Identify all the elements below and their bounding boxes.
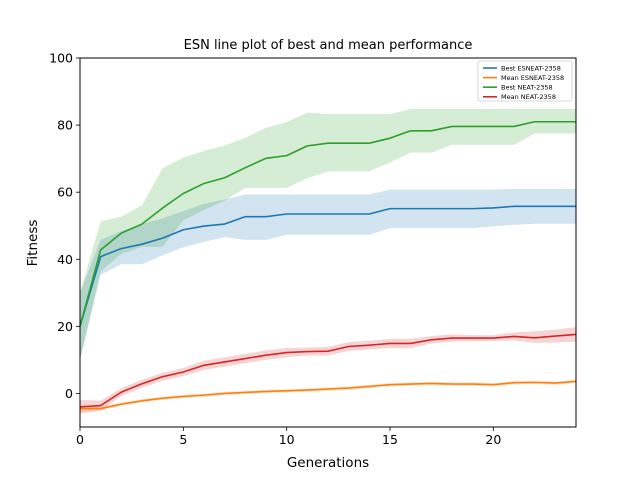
- best-esneat-2358-legend-label: Best ESNEAT-2358: [501, 64, 561, 72]
- x-tick-label: 10: [279, 432, 295, 447]
- best-neat-2358-legend-label: Best NEAT-2358: [501, 84, 553, 92]
- legend: Best ESNEAT-2358 Mean ESNEAT-2358 Best NEA…: [477, 60, 573, 102]
- x-tick-label: 20: [485, 432, 501, 447]
- mean-esneat-2358-line: [80, 380, 577, 410]
- y-axis-label: Fitness: [25, 220, 41, 267]
- y-tick-label: 100: [49, 51, 73, 66]
- mean-neat-2358-line: [79, 333, 577, 408]
- confidence-bands: [80, 108, 576, 414]
- plot-frame: [79, 57, 577, 428]
- x-tick-label: 0: [76, 432, 84, 447]
- y-tick-label: 40: [57, 252, 73, 267]
- mean-esneat-2358-legend-label: Mean ESNEAT-2358: [501, 74, 564, 82]
- chart-title: ESN line plot of best and mean performan…: [184, 38, 473, 53]
- series-lines: [79, 120, 577, 410]
- x-axis-label: Generations: [287, 455, 369, 471]
- y-axis-ticks: 0 20 40 60 80 100: [49, 51, 80, 401]
- best-esneat-2358-line: [79, 205, 576, 327]
- x-tick-label: 15: [382, 432, 398, 447]
- legend-frame: [477, 60, 573, 102]
- mean-neat-2358-legend-label: Mean NEAT-2358: [501, 93, 556, 101]
- y-tick-label: 20: [57, 319, 73, 334]
- x-axis-ticks: 0 5 10 15 20: [76, 427, 501, 447]
- y-tick-label: 60: [57, 185, 73, 200]
- best-neat-2358-band: [80, 108, 576, 360]
- y-tick-label: 80: [57, 118, 73, 133]
- best-esneat-2358-band: [80, 188, 576, 360]
- y-tick-label: 0: [65, 386, 73, 401]
- x-tick-label: 5: [179, 432, 187, 447]
- best-neat-2358-line: [79, 120, 576, 327]
- mean-neat-2358-band: [80, 327, 576, 414]
